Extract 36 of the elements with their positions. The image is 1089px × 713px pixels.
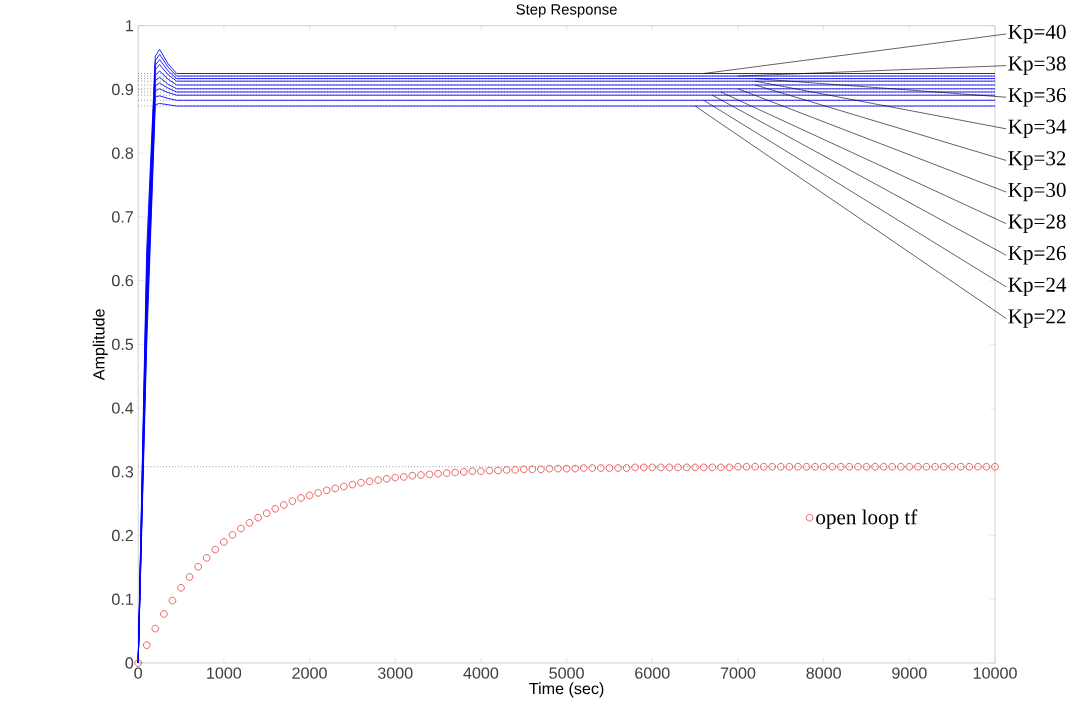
- y-tick-label: 0.9: [111, 83, 134, 96]
- y-tick-label: 0: [125, 657, 134, 669]
- x-tick-label: 0: [134, 667, 143, 679]
- y-tick-label: 0.2: [111, 529, 133, 542]
- y-tick-label: 0.1: [111, 593, 133, 605]
- annotation: Kp=24: [1008, 277, 1067, 296]
- x-tick-label: 9000: [892, 667, 927, 679]
- y-tick-label: 0.5: [111, 338, 134, 350]
- x-tick-label: 2000: [292, 667, 327, 679]
- x-tick-label: 3000: [377, 667, 413, 679]
- annotation: Kp=26: [1008, 245, 1066, 265]
- x-tick-label: 8000: [806, 667, 841, 679]
- x-tick-label: 6000: [635, 667, 670, 679]
- y-tick-label: 0.8: [111, 147, 134, 159]
- x-axis-title: Time (sec): [529, 682, 604, 698]
- x-tick-label: 1000: [207, 667, 242, 679]
- annotation: Kp=28: [1008, 214, 1066, 233]
- annotation: Kp=40: [1008, 24, 1066, 44]
- y-tick-label: 0.3: [111, 465, 134, 478]
- legend-label: open loop tf: [816, 509, 918, 529]
- annotation: Kp=32: [1008, 151, 1066, 170]
- chart-title: Step Response: [516, 4, 617, 18]
- annotation: Kp=34: [1008, 119, 1067, 138]
- x-tick-label: 10000: [973, 667, 1017, 679]
- y-tick-label: 0.6: [111, 274, 134, 287]
- x-tick-label: 7000: [720, 667, 756, 679]
- y-tick-label: 1: [126, 20, 133, 32]
- y-tick-label: 0.4: [111, 402, 134, 414]
- x-tick-label: 5000: [549, 667, 584, 679]
- annotation: Kp=36: [1008, 87, 1066, 107]
- y-axis-title: Amplitude: [92, 309, 108, 381]
- y-tick-label: 0.7: [111, 211, 133, 223]
- annotation: Kp=22: [1008, 309, 1066, 328]
- x-tick-label: 4000: [463, 667, 499, 679]
- annotation: Kp=30: [1008, 182, 1066, 202]
- annotation: Kp=38: [1008, 56, 1066, 75]
